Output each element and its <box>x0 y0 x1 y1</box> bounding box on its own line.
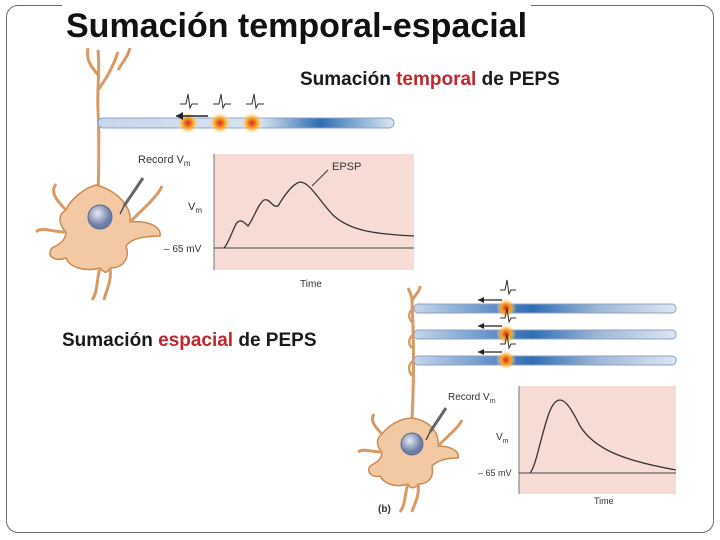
spatial-epsp-trace <box>529 399 677 474</box>
spatial-axon-3 <box>413 355 677 366</box>
temporal-epsp-glow-3 <box>241 112 263 134</box>
temporal-vm-label: Vm <box>188 201 202 215</box>
temporal-time-label: Time <box>300 279 322 290</box>
temporal-caption-prefix: Sumación <box>300 69 397 90</box>
spatial-time-label: Time <box>594 496 614 506</box>
spatial-axon-1 <box>413 303 677 314</box>
arrowhead-icon <box>478 297 484 355</box>
temporal-electrode-icon <box>122 177 145 207</box>
temporal-caption-highlight: temporal <box>396 69 477 90</box>
temporal-epsp-label: EPSP <box>332 161 361 173</box>
temporal-summation-figure: EPSP Record Vm Vm – 65 mV Time <box>34 47 415 301</box>
electrode-tip-icon <box>425 431 431 441</box>
spatial-basal-dendrites <box>357 413 464 513</box>
spatial-record-label: Record Vm <box>448 392 496 405</box>
slide-title: Sumación temporal-espacial <box>62 4 532 48</box>
spatial-caption-highlight: espacial <box>158 330 234 351</box>
spike-icon <box>213 93 231 110</box>
electrode-tip-icon <box>119 205 125 215</box>
spatial-neuron-nucleus <box>400 432 424 456</box>
spatial-rest-label: – 65 mV <box>478 468 512 478</box>
epsp-pointer-line <box>311 169 329 187</box>
spatial-caption-prefix: Sumación <box>62 330 159 351</box>
temporal-rest-label: – 65 mV <box>164 244 202 255</box>
spatial-epsp-glow-2 <box>496 324 516 344</box>
spatial-axon-branches <box>408 306 415 377</box>
spike-icon <box>500 333 516 350</box>
spatial-caption: Sumación espacial de PEPS <box>62 330 317 352</box>
temporal-basal-dendrites <box>34 183 164 301</box>
spatial-summation-figure: Record Vm Vm – 65 mV Time (b) <box>357 279 677 515</box>
arrowhead-icon <box>176 112 183 120</box>
spatial-caption-suffix: de PEPS <box>233 330 317 351</box>
spike-icon <box>246 93 264 110</box>
spatial-graph-panel <box>519 386 676 494</box>
spatial-apical-dendrite <box>406 285 422 421</box>
panel-letter-label: (b) <box>378 504 391 515</box>
spatial-epsp-glow-3 <box>496 350 516 370</box>
temporal-epsp-glow-2 <box>209 112 231 134</box>
spatial-axon-2 <box>413 329 677 340</box>
temporal-epsp-trace <box>223 181 415 249</box>
spike-icon <box>500 279 516 296</box>
spike-icon <box>500 307 516 324</box>
temporal-caption-suffix: de PEPS <box>476 69 560 90</box>
spatial-electrode-icon <box>428 407 448 433</box>
spatial-epsp-glow-1 <box>496 298 516 318</box>
spatial-vm-label: Vm <box>496 432 509 445</box>
temporal-caption: Sumación temporal de PEPS <box>300 69 560 91</box>
temporal-record-label: Record Vm <box>138 154 191 168</box>
temporal-graph-panel <box>214 154 414 270</box>
spike-icon <box>180 93 198 110</box>
temporal-neuron-nucleus <box>87 204 113 230</box>
temporal-neuron-soma <box>49 184 161 273</box>
